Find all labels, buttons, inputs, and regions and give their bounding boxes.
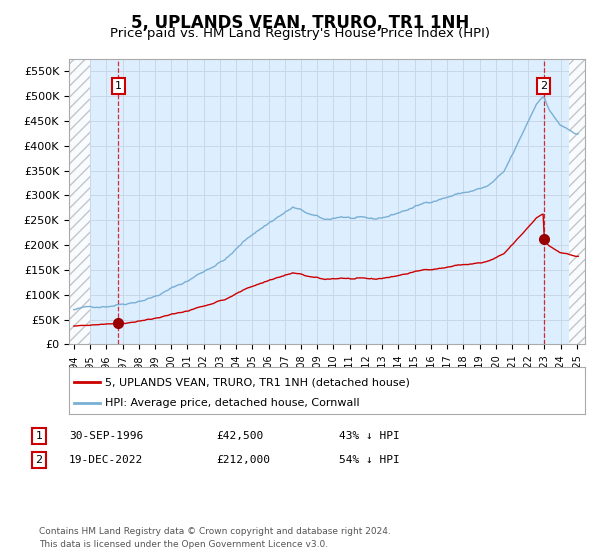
Text: HPI: Average price, detached house, Cornwall: HPI: Average price, detached house, Corn… xyxy=(105,398,360,408)
Text: 30-SEP-1996: 30-SEP-1996 xyxy=(69,431,143,441)
Text: 2: 2 xyxy=(35,455,43,465)
Text: Contains HM Land Registry data © Crown copyright and database right 2024.
This d: Contains HM Land Registry data © Crown c… xyxy=(39,528,391,549)
Text: 19-DEC-2022: 19-DEC-2022 xyxy=(69,455,143,465)
Text: 1: 1 xyxy=(115,81,122,91)
Text: £212,000: £212,000 xyxy=(216,455,270,465)
Text: 5, UPLANDS VEAN, TRURO, TR1 1NH (detached house): 5, UPLANDS VEAN, TRURO, TR1 1NH (detache… xyxy=(105,377,410,387)
Text: £42,500: £42,500 xyxy=(216,431,263,441)
Text: 43% ↓ HPI: 43% ↓ HPI xyxy=(339,431,400,441)
Text: 5, UPLANDS VEAN, TRURO, TR1 1NH: 5, UPLANDS VEAN, TRURO, TR1 1NH xyxy=(131,14,469,32)
Text: 2: 2 xyxy=(540,81,547,91)
Text: 54% ↓ HPI: 54% ↓ HPI xyxy=(339,455,400,465)
Text: Price paid vs. HM Land Registry's House Price Index (HPI): Price paid vs. HM Land Registry's House … xyxy=(110,27,490,40)
Text: 1: 1 xyxy=(35,431,43,441)
